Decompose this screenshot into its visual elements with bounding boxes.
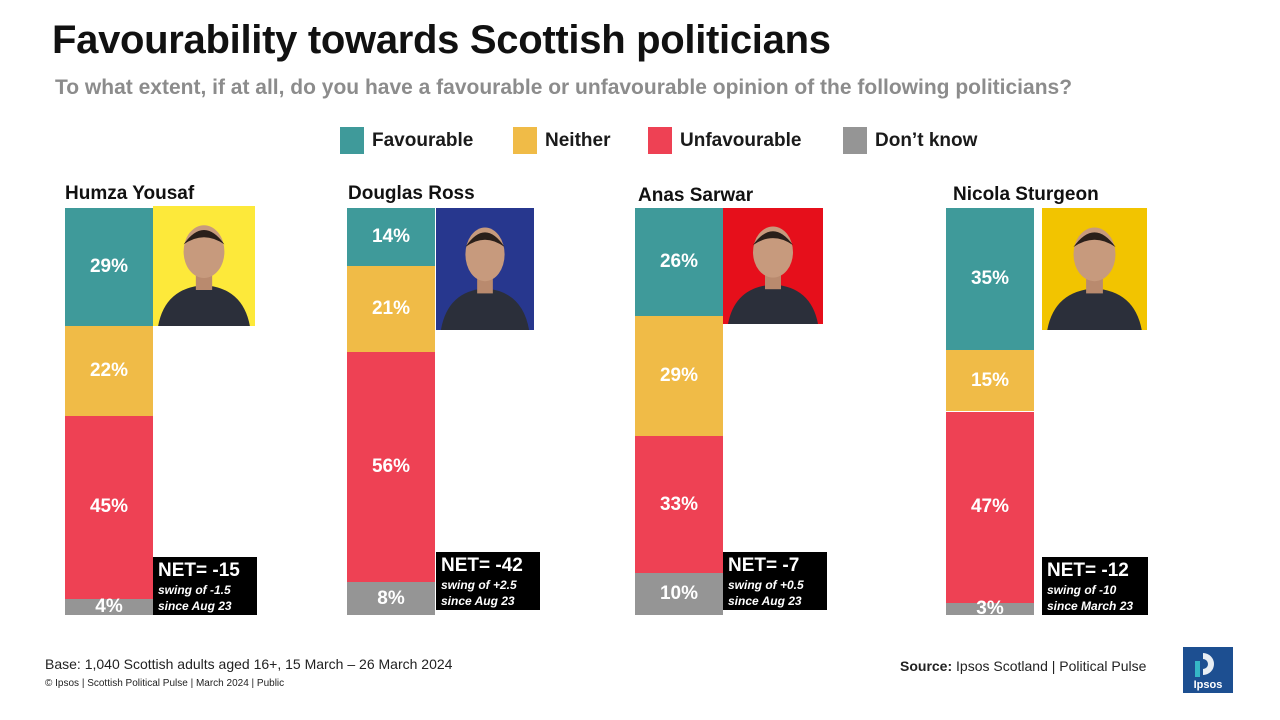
- logo-text: Ipsos: [1193, 679, 1223, 691]
- bar-segment-favourable: 35%: [946, 208, 1034, 351]
- logo-mark-icon: [1195, 653, 1214, 677]
- bar-segment-unfavourable: 33%: [635, 436, 723, 574]
- source-text: Ipsos Scotland | Political Pulse: [952, 658, 1147, 674]
- bar-segment-don-t-know: 10%: [635, 573, 723, 615]
- legend-label: Favourable: [372, 129, 474, 151]
- copyright-note: © Ipsos | Scottish Political Pulse | Mar…: [45, 678, 285, 689]
- legend-label: Don’t know: [875, 129, 978, 151]
- net-swing: swing of -1.5: [158, 583, 231, 597]
- data-label: 26%: [659, 250, 699, 272]
- net-swing: swing of -10: [1047, 583, 1117, 597]
- bar-segment-neither: 21%: [347, 265, 435, 352]
- net-score: NET= -12: [1047, 560, 1129, 581]
- legend-item: Neither: [513, 127, 610, 154]
- net-score: NET= -7: [728, 555, 800, 576]
- legend-swatch: [340, 127, 364, 154]
- net-swing-period: since March 23: [1047, 599, 1134, 613]
- net-swing-period: since Aug 23: [441, 594, 515, 608]
- person-silhouette-icon: [158, 225, 250, 326]
- person-silhouette-icon: [728, 226, 818, 324]
- bar-segment-unfavourable: 56%: [347, 351, 435, 583]
- chart-title: Favourability towards Scottish politicia…: [52, 18, 831, 62]
- legend-item: Unfavourable: [648, 127, 801, 154]
- legend-item: Don’t know: [843, 127, 977, 154]
- politician-photo: [153, 206, 255, 326]
- bar-segment-favourable: 26%: [635, 208, 723, 316]
- legend-swatch: [843, 127, 867, 154]
- net-score-box: NET= -15 swing of -1.5 since Aug 23: [153, 557, 257, 615]
- legend-label: Unfavourable: [680, 129, 802, 151]
- politician-photo: [436, 208, 534, 330]
- data-label: 8%: [377, 587, 405, 609]
- source-note: Source: Ipsos Scotland | Political Pulse: [900, 658, 1146, 674]
- politician-photo: [1042, 208, 1147, 330]
- bar-segment-neither: 22%: [65, 326, 153, 416]
- legend-item: Favourable: [340, 127, 473, 154]
- source-label: Source:: [900, 658, 953, 674]
- chart-subtitle: To what extent, if at all, do you have a…: [55, 76, 1073, 99]
- politician-photo: [723, 208, 823, 324]
- legend-swatch: [648, 127, 672, 154]
- data-label: 4%: [95, 595, 123, 617]
- bar-segment-don-t-know: 4%: [65, 595, 153, 617]
- politician-name: Humza Yousaf: [65, 183, 195, 204]
- net-swing-period: since Aug 23: [728, 594, 802, 608]
- person-silhouette-icon: [1047, 227, 1142, 330]
- bar-segment-favourable: 29%: [65, 208, 153, 327]
- data-label: 33%: [659, 493, 699, 515]
- net-swing: swing of +0.5: [728, 578, 804, 592]
- net-score: NET= -42: [441, 555, 523, 576]
- bar-segment-neither: 29%: [635, 315, 723, 437]
- legend-swatch: [513, 127, 537, 154]
- data-label: 3%: [976, 597, 1004, 619]
- politician-name: Anas Sarwar: [638, 185, 754, 206]
- net-swing-period: since Aug 23: [158, 599, 232, 613]
- bar-segment-favourable: 14%: [347, 208, 435, 266]
- data-label: 14%: [371, 225, 411, 247]
- politician-name: Nicola Sturgeon: [953, 184, 1099, 205]
- legend-label: Neither: [545, 129, 611, 151]
- net-score-box: NET= -42 swing of +2.5 since Aug 23: [436, 552, 540, 610]
- bar-segment-neither: 15%: [946, 350, 1034, 412]
- data-label: 10%: [659, 583, 699, 605]
- net-swing: swing of +2.5: [441, 578, 517, 592]
- data-label: 21%: [371, 297, 411, 319]
- data-label: 15%: [970, 369, 1010, 391]
- data-label: 47%: [970, 496, 1010, 518]
- net-score: NET= -15: [158, 560, 240, 581]
- base-note: Base: 1,040 Scottish adults aged 16+, 15…: [45, 656, 453, 672]
- net-score-box: NET= -12 swing of -10 since March 23: [1042, 557, 1148, 615]
- person-silhouette-icon: [440, 227, 530, 330]
- ipsos-logo: Ipsos: [1183, 647, 1233, 693]
- data-label: 35%: [970, 268, 1010, 290]
- bar-segment-don-t-know: 8%: [347, 582, 435, 615]
- bar-segment-unfavourable: 45%: [65, 415, 153, 599]
- bar-segment-don-t-know: 3%: [946, 598, 1034, 619]
- data-label: 56%: [371, 455, 411, 477]
- bar-segment-unfavourable: 47%: [946, 411, 1034, 603]
- politician-name: Douglas Ross: [348, 183, 475, 204]
- data-label: 29%: [659, 365, 699, 387]
- data-label: 45%: [89, 496, 129, 518]
- data-label: 22%: [89, 359, 129, 381]
- data-label: 29%: [89, 256, 129, 277]
- net-score-box: NET= -7 swing of +0.5 since Aug 23: [723, 552, 827, 610]
